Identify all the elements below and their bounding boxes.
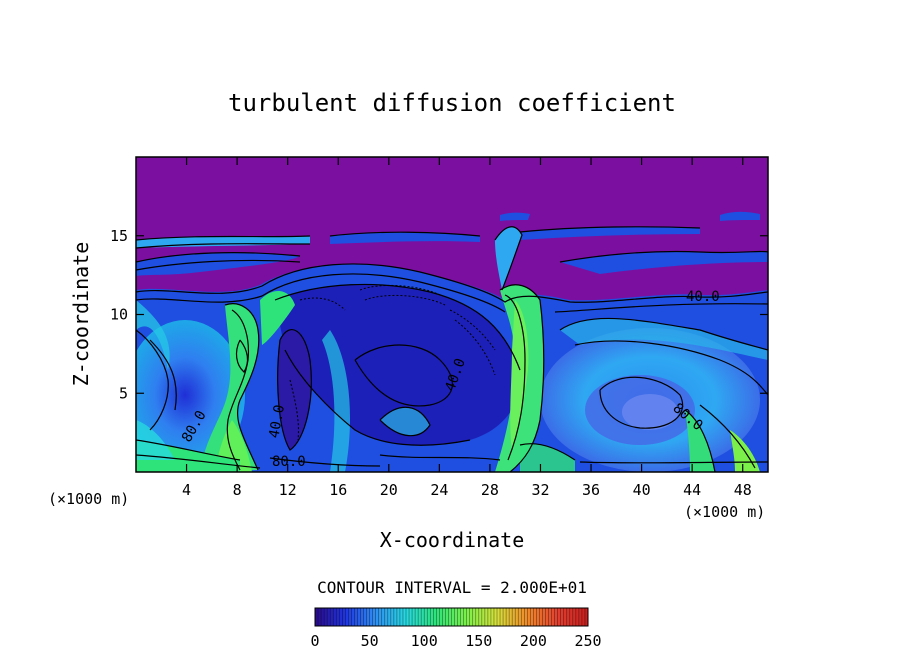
colorbar-tick-label: 200 [520,632,547,650]
x-tick-label: 4 [182,481,191,499]
x-tick-label: 32 [531,481,549,499]
colorbar-tick-label: 50 [361,632,379,650]
y-tick-label: 15 [110,227,128,245]
colorbar: 0 50 100 150 200 250 [310,607,602,650]
x-axis-unit-left: (×1000 m) [48,490,129,508]
x-tick-label: 44 [683,481,701,499]
contour-label: 40.0 [266,403,288,439]
contour-label: 40.0 [686,289,720,305]
contour-lines [136,226,768,472]
chart-title: turbulent diffusion coefficient [228,89,676,117]
x-tick-label: 48 [734,481,752,499]
colorbar-tick-label: 250 [574,632,601,650]
x-tick-label: 24 [430,481,448,499]
colorbar-tick-label: 100 [411,632,438,650]
x-tick-label: 16 [329,481,347,499]
x-tick-label: 36 [582,481,600,499]
y-axis: 5 10 15 [110,227,768,402]
contour-interval-text: CONTOUR INTERVAL = 2.000E+01 [317,578,587,597]
x-axis-unit-right: (×1000 m) [684,503,765,521]
y-tick-label: 5 [119,384,128,402]
x-tick-label: 40 [633,481,651,499]
x-axis: 4 8 12 16 20 24 28 32 36 40 44 48 [182,157,752,499]
x-tick-label: 12 [279,481,297,499]
colorbar-tick-label: 150 [465,632,492,650]
plot-area [136,157,768,472]
y-axis-label: Z-coordinate [69,242,93,387]
x-tick-label: 8 [233,481,242,499]
contour-label: 80.0 [272,454,306,470]
colorbar-tick-label: 0 [310,632,319,650]
x-axis-label: X-coordinate [380,528,525,552]
y-tick-label: 10 [110,306,128,324]
x-tick-label: 20 [380,481,398,499]
x-tick-label: 28 [481,481,499,499]
